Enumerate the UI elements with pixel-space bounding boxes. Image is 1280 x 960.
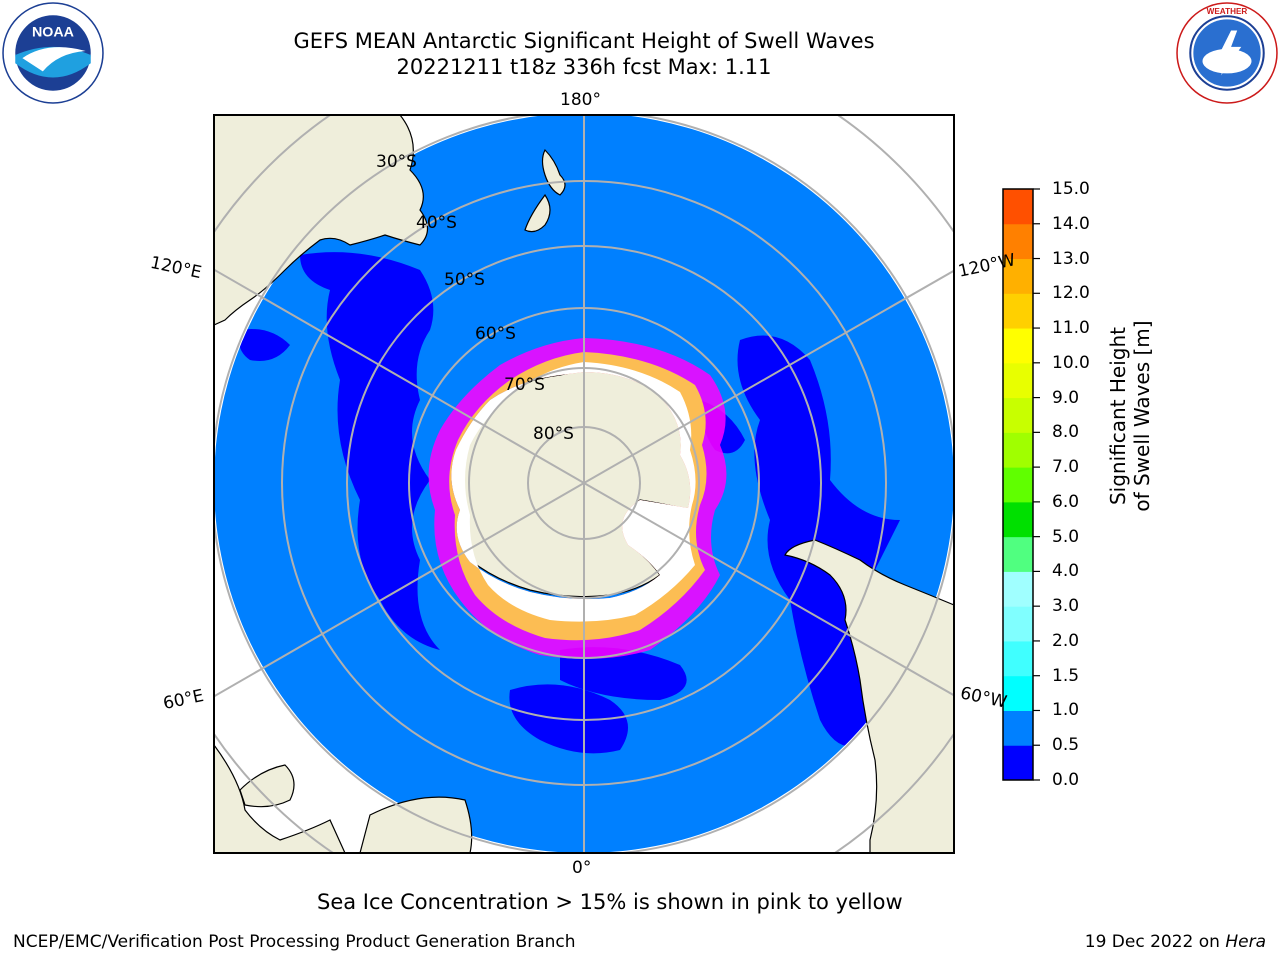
colorbar-segment: [1003, 362, 1033, 399]
colorbar-segment: [1003, 640, 1033, 677]
colorbar-segment: [1003, 710, 1033, 746]
credit-line: NCEP/EMC/Verification Post Processing Pr…: [13, 932, 576, 952]
colorbar-segment: [1003, 606, 1033, 642]
lat-label-80s: 80°S: [533, 424, 574, 444]
colorbar-segment: [1003, 328, 1033, 364]
colorbar-tick-label: 1.0: [1052, 700, 1080, 721]
lat-label-70s: 70°S: [504, 375, 545, 395]
colorbar-segment: [1003, 189, 1033, 225]
colorbar-segment: [1003, 293, 1033, 329]
lat-label-30s: 30°S: [376, 152, 417, 172]
colorbar-tick-label: 8.0: [1052, 422, 1080, 443]
colorbar-segment: [1003, 223, 1033, 260]
colorbar-tick-label: 1.5: [1052, 665, 1080, 686]
colorbar-tick-label: 5.0: [1052, 526, 1080, 547]
colorbar-tick-label: 4.0: [1052, 561, 1080, 582]
colorbar-tick-label: 0.0: [1052, 770, 1080, 790]
colorbar-tick-label: 6.0: [1052, 491, 1080, 512]
colorbar-tick-label: 10.0: [1052, 352, 1090, 373]
date-stamp: 19 Dec 2022 on Hera: [1084, 932, 1266, 952]
land-masses: [214, 115, 954, 853]
colorbar-tick-label: 12.0: [1052, 283, 1090, 304]
lat-label-60s: 60°S: [475, 324, 516, 344]
lat-label-40s: 40°S: [416, 213, 457, 233]
noaa-logo-icon: NOAA: [2, 2, 104, 104]
lat-label-50s: 50°S: [444, 270, 485, 290]
colorbar-label: Significant Height of Swell Waves [m]: [1106, 320, 1154, 512]
colorbar-tick-label: 2.0: [1052, 630, 1080, 651]
colorbar-tick-label: 11.0: [1052, 318, 1090, 339]
sea-ice-band: [428, 338, 727, 659]
svg-text:NOAA: NOAA: [32, 25, 74, 41]
colorbar: [1003, 188, 1040, 781]
south-america: [784, 539, 954, 853]
new-zealand: [541, 148, 566, 196]
colorbar-tick-label: 13.0: [1052, 248, 1090, 269]
map-frame: [213, 114, 955, 854]
colorbar-tick-label: 14.0: [1052, 213, 1090, 234]
colorbar-tick-label: 0.5: [1052, 735, 1080, 756]
colorbar-tick-label: 9.0: [1052, 387, 1080, 408]
madagascar: [239, 764, 295, 808]
colorbar-frame: [1002, 188, 1034, 781]
colorbar-tick-label: 15.0: [1052, 179, 1090, 199]
nws-logo-icon: WEATHER: [1176, 2, 1278, 104]
svg-text:WEATHER: WEATHER: [1207, 7, 1248, 16]
longitude-gridlines: [214, 115, 954, 853]
colorbar-segment: [1003, 536, 1033, 572]
colorbar-segment: [1003, 467, 1033, 503]
lon-label-0: 0°: [572, 858, 592, 878]
colorbar-tick-label: 7.0: [1052, 457, 1080, 478]
colorbar-segment: [1003, 397, 1033, 433]
colorbar-tick-label: 3.0: [1052, 596, 1080, 617]
africa: [214, 743, 346, 853]
lon-label-180: 180°: [560, 90, 601, 110]
colorbar-segment: [1003, 501, 1033, 538]
colorbar-segment: [1003, 432, 1033, 468]
africa-south: [359, 796, 473, 853]
chart-title: GEFS MEAN Antarctic Significant Height o…: [293, 29, 875, 53]
chart-subtitle: 20221211 t18z 336h fcst Max: 1.11: [396, 55, 772, 79]
colorbar-segment: [1003, 745, 1033, 781]
sea-ice-note: Sea Ice Concentration > 15% is shown in …: [317, 890, 903, 914]
colorbar-segment: [1003, 258, 1033, 294]
new-zealand-south: [524, 193, 551, 233]
colorbar-segment: [1003, 675, 1033, 711]
colorbar-segment: [1003, 571, 1033, 607]
